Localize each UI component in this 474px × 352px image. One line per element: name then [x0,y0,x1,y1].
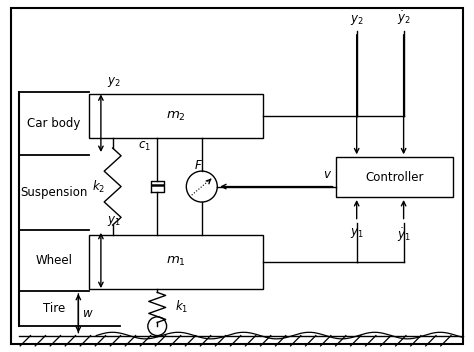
Bar [89,235,263,289]
Text: $k_2$: $k_2$ [92,178,105,195]
Text: $c_1$: $c_1$ [137,140,151,153]
Text: $y_2$: $y_2$ [350,13,364,27]
Bar [89,94,263,138]
Text: $y_1$: $y_1$ [350,226,364,240]
Text: $v$: $v$ [323,168,332,181]
Text: $y_1$: $y_1$ [107,214,120,228]
Text: $y_2$: $y_2$ [107,75,120,89]
Text: Suspension: Suspension [20,186,88,199]
Text: Tire: Tire [43,302,65,315]
Text: Wheel: Wheel [36,254,73,267]
Text: $w$: $w$ [82,307,94,320]
Text: $F$: $F$ [193,159,202,172]
Text: $m_2$: $m_2$ [166,109,186,123]
Text: $\dot{y}_2$: $\dot{y}_2$ [397,10,410,27]
Bar [336,157,453,197]
Text: $\dot{y}_1$: $\dot{y}_1$ [397,226,410,244]
Text: $m_1$: $m_1$ [166,255,186,268]
Text: Controller: Controller [365,171,423,184]
Text: Car body: Car body [27,117,81,130]
Text: $k_1$: $k_1$ [175,299,188,315]
